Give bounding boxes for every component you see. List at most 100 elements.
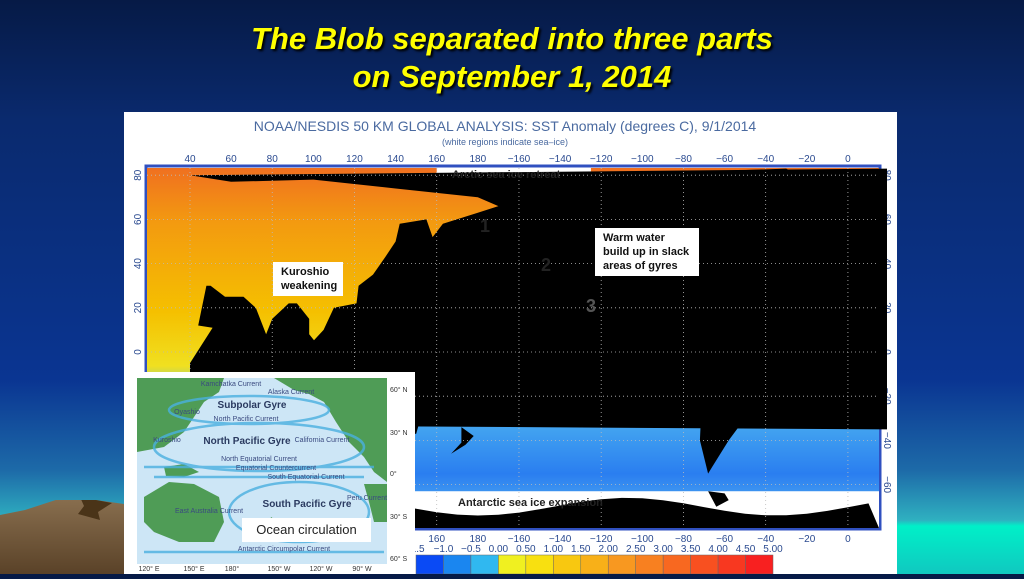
top-lon-label: 120 [346,154,363,165]
bottom-lon-label: 180 [469,534,486,545]
antarctic-peninsula-land [708,491,729,507]
colorbar-label: -1.5 [407,544,425,555]
arctic-annotation: Arctic sea ice retreat [452,169,561,181]
inset-label-kamchatka: Kamchatka Current [201,381,261,388]
colorbar-label: 1.00 [544,544,564,555]
inset-label-acc: Antarctic Circumpolar Current [238,546,330,553]
japan-land [375,252,400,284]
bottom-lon-label: −100 [631,534,654,545]
inset-lon-label: 150° E [183,565,204,573]
right-lat-label: −60 [881,476,892,493]
top-lon-label: 160 [428,154,445,165]
colorbar-label: 2.50 [626,544,646,555]
inset-lon-label: 180° [225,565,240,573]
kuroshio-annotation: Kuroshio weakening [273,262,343,296]
left-lat-label: 40 [133,258,144,270]
inset-label-ecc: Equatorial Countercurrent [236,465,316,472]
inset-lon-label: 90° W [352,565,372,573]
inset-label-eac: East Australia Current [175,508,243,515]
colorbar-segment [690,554,719,575]
colorbar-label: 5.00 [763,544,783,555]
inset-label-alaska: Alaska Current [268,389,314,396]
warm-water-annotation: Warm water build up in slack areas of gy… [595,228,699,276]
antarctic-annotation: Antarctic sea ice expansion [458,497,603,509]
inset-label-npc: North Pacific Current [214,416,279,423]
colorbar-label: −1.0 [434,544,454,555]
colorbar-segment [553,554,582,575]
colorbar-segment [745,554,774,575]
inset-lat-label: 60° N [390,386,408,394]
inset-label-oyashio: Oyashio [174,409,200,416]
bottom-lon-label: −80 [675,534,692,545]
left-lat-label: 0 [133,349,144,355]
colorbar-segment [498,554,527,575]
inset-lat-label: 60° S [390,555,408,563]
colorbar-label: 0.00 [489,544,509,555]
colorbar-segment [607,554,636,575]
mountain-decoration [0,500,124,574]
colorbar-segment [470,554,499,575]
blob-part-3-label: 3 [586,296,597,316]
bottom-lon-label: −20 [798,534,815,545]
inset-lon-label: 120° W [309,565,332,573]
inset-lat-label: 30° N [390,429,408,437]
europe-africa-land [812,197,879,352]
top-lon-label: −80 [675,154,692,165]
top-lon-label: 100 [305,154,322,165]
colorbar-segment [443,554,472,575]
map-title: NOAA/NESDIS 50 KM GLOBAL ANALYSIS: SST A… [254,118,757,134]
top-lon-label: −100 [631,154,654,165]
colorbar-label: 1.50 [571,544,591,555]
ocean-circulation-caption: Ocean circulation [242,518,371,542]
inset-lat-label: 0° [390,470,397,478]
colorbar-label: −0.5 [461,544,481,555]
colorbar-label: 3.00 [653,544,673,555]
top-lon-label: 140 [387,154,404,165]
colorbar-label: 3.50 [681,544,701,555]
bottom-lon-label: −120 [590,534,613,545]
inset-lon-label: 120° E [138,565,159,573]
bottom-lon-label: −160 [508,534,531,545]
top-lon-label: 0 [845,154,851,165]
inset-label-sec: South Equatorial Current [267,474,344,481]
inset-label-nec: North Equatorial Current [221,456,297,463]
top-lon-label: 60 [226,154,238,165]
colorbar-segment [717,554,746,575]
top-lon-label: 40 [184,154,196,165]
inset-label-spg: South Pacific Gyre [263,499,352,510]
bottom-lon-label: 0 [845,534,851,545]
inset-label-peru: Peru Current [347,495,387,502]
top-lon-label: 80 [267,154,279,165]
left-lat-label: 60 [133,213,144,225]
bottom-lon-label: −40 [757,534,774,545]
bottom-lon-label: −140 [549,534,572,545]
colorbar-label: 2.00 [598,544,618,555]
top-lon-label: 180 [469,154,486,165]
top-lon-label: −60 [716,154,733,165]
slide-title-line1: The Blob separated into three parts [251,21,773,56]
map-subtitle: (white regions indicate sea–ice) [442,137,568,147]
blob-part-1-label: 1 [480,216,491,236]
left-lat-label: 20 [133,302,144,314]
blob-part-2-label: 2 [541,255,552,275]
new-zealand-land [451,427,474,454]
greenland-land [724,168,807,220]
left-lat-label: 80 [133,169,144,181]
inset-lon-label: 150° W [267,565,290,573]
colorbar-segment [415,554,444,575]
inset-lat-label: 30° S [390,513,408,521]
top-lon-label: −120 [590,154,613,165]
colorbar-label: 0.50 [516,544,536,555]
colorbar-segment [662,554,691,575]
colorbar-segment [635,554,664,575]
top-lon-label: −40 [757,154,774,165]
colorbar-label: 4.50 [736,544,756,555]
inset-label-npg: North Pacific Gyre [203,436,291,447]
bottom-lon-label: 160 [428,534,445,545]
colorbar-label: 4.00 [708,544,728,555]
right-lat-label: −40 [881,432,892,449]
inset-label-subpolar: Subpolar Gyre [218,400,287,411]
north-south-america-land [508,179,776,474]
inset-label-kuroshio: Kuroshio [153,437,181,444]
bottom-lon-label: −60 [716,534,733,545]
